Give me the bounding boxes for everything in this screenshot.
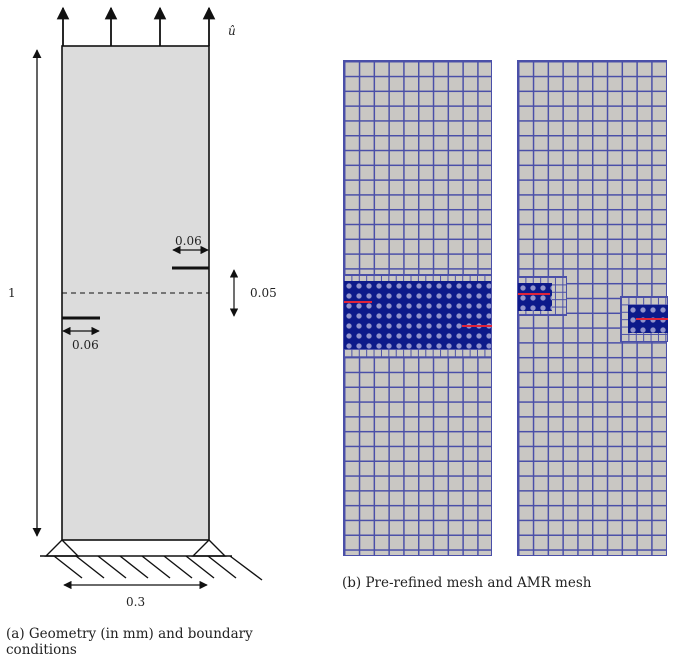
crack-trace-left bbox=[344, 301, 372, 303]
load-arrows bbox=[56, 6, 216, 46]
caption-geometry: (a) Geometry (in mm) and boundary condit… bbox=[6, 626, 253, 658]
amr-crack-left bbox=[518, 293, 550, 295]
crack-trace-right bbox=[462, 325, 492, 327]
crack-offset-label: 0.05 bbox=[250, 286, 277, 300]
refined-band-core bbox=[344, 281, 491, 349]
mesh-prerefined bbox=[343, 60, 492, 556]
crack-left-length-label: 0.06 bbox=[72, 338, 99, 352]
amr-refined-left bbox=[518, 283, 552, 311]
width-label: 0.3 bbox=[126, 595, 145, 609]
displacement-label: û bbox=[228, 24, 236, 38]
crack-right-length-label: 0.06 bbox=[175, 234, 202, 248]
amr-crack-right bbox=[636, 318, 668, 320]
height-label: 1 bbox=[8, 286, 16, 300]
geometry-diagram: û 1 0.06 0.05 0.06 0.3 bbox=[8, 6, 277, 609]
fixed-support bbox=[40, 539, 263, 581]
caption-mesh: (b) Pre-refined mesh and AMR mesh bbox=[342, 575, 592, 591]
mesh-amr bbox=[517, 60, 668, 556]
